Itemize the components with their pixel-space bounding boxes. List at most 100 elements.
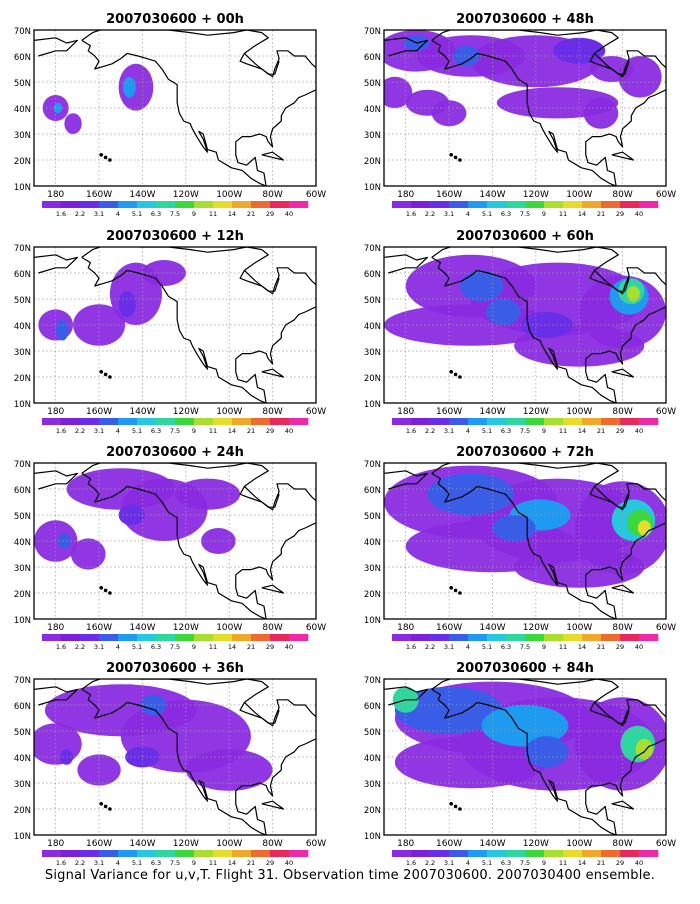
colorbar-segment xyxy=(468,850,488,857)
colorbar-label: 29 xyxy=(266,210,274,218)
colorbar-segment xyxy=(42,418,62,425)
lon-tick-label: 100W xyxy=(216,839,242,849)
colorbar-segment xyxy=(392,850,412,857)
coastline xyxy=(34,37,78,57)
variance-contour xyxy=(384,76,413,108)
colorbar-label: 11 xyxy=(559,427,567,435)
coastlines xyxy=(34,30,316,186)
gridlines xyxy=(384,247,666,403)
lat-tick-label: 60N xyxy=(14,270,31,280)
lon-tick-label: 100W xyxy=(566,190,592,200)
lon-tick-label: 180 xyxy=(397,407,414,417)
colorbar-label: 21 xyxy=(247,859,255,867)
colorbar-label: 5.1 xyxy=(132,210,142,218)
lon-tick-label: 100W xyxy=(566,839,592,849)
colorbar-segment xyxy=(582,850,602,857)
colorbar-segment xyxy=(137,634,157,641)
gridlines xyxy=(34,30,316,186)
colorbar-label: 14 xyxy=(228,427,236,435)
colorbar-segment xyxy=(213,201,233,208)
colorbar-label: 14 xyxy=(228,643,236,651)
colorbar-label: 7.5 xyxy=(520,643,530,651)
island xyxy=(108,591,112,595)
colorbar-segment xyxy=(99,201,119,208)
colorbar-segment xyxy=(563,418,583,425)
variance-contour xyxy=(122,76,136,98)
colorbar-segment xyxy=(601,418,621,425)
colorbar-label: 1.6 xyxy=(56,643,66,651)
colorbar-segment xyxy=(194,418,214,425)
lat-tick-label: 40N xyxy=(364,105,381,115)
colorbar-segment xyxy=(620,201,640,208)
coastline xyxy=(261,151,285,161)
map-frame xyxy=(33,462,317,620)
colorbar-segment xyxy=(213,634,233,641)
island xyxy=(108,375,112,379)
lon-tick-label: 60W xyxy=(306,407,326,417)
colorbar-label: 3.1 xyxy=(444,859,454,867)
variance-contour xyxy=(637,520,651,536)
colorbar-segment xyxy=(620,418,640,425)
colorbar-label: 3.1 xyxy=(444,643,454,651)
variance-contour xyxy=(618,56,662,98)
lat-tick-label: 60N xyxy=(14,702,31,712)
colorbar-label: 5.1 xyxy=(482,859,492,867)
colorbar-segment xyxy=(544,418,564,425)
colorbar-label: 21 xyxy=(597,643,605,651)
colorbar-segment xyxy=(80,201,100,208)
variance-contour xyxy=(626,286,640,302)
island xyxy=(453,588,458,593)
colorbar-label: 3.1 xyxy=(94,210,104,218)
variance-contour xyxy=(520,312,573,338)
lat-tick-label: 60N xyxy=(14,486,31,496)
lat-tick-label: 40N xyxy=(14,754,31,764)
lon-tick-label: 100W xyxy=(216,623,242,633)
colorbar-label: 40 xyxy=(635,427,643,435)
coastline xyxy=(244,701,280,724)
variance-contour xyxy=(485,299,521,325)
colorbar-segment xyxy=(175,850,195,857)
coastline xyxy=(261,584,285,594)
map-panel: 2007030600 + 48h 70N 60N 50N 40N 30N 20N 10N 180… xyxy=(364,12,676,218)
colorbar-segment xyxy=(156,201,176,208)
colorbar-segment xyxy=(99,418,119,425)
island xyxy=(458,807,462,811)
coastlines xyxy=(34,247,316,403)
coastline xyxy=(594,52,630,75)
colorbar-label: 2.2 xyxy=(425,210,435,218)
colorbar-label: 11 xyxy=(559,210,567,218)
lat-tick-label: 70N xyxy=(364,676,381,686)
colorbar-segment xyxy=(620,850,640,857)
lon-tick-label: 160W xyxy=(436,407,462,417)
island xyxy=(103,155,108,160)
variance-contour xyxy=(459,270,504,302)
colorbar-label: 9 xyxy=(192,210,196,218)
lon-tick-label: 140W xyxy=(129,623,155,633)
coastline xyxy=(81,30,316,186)
lon-tick-label: 100W xyxy=(216,190,242,200)
variance-contour xyxy=(583,97,619,129)
lon-tick-label: 180 xyxy=(397,623,414,633)
colorbar-segment xyxy=(99,634,119,641)
coastlines xyxy=(384,247,666,403)
colorbar-label: 9 xyxy=(192,643,196,651)
coastlines xyxy=(34,679,316,835)
island xyxy=(449,153,454,157)
lat-tick-label: 50N xyxy=(364,296,381,306)
variance-field xyxy=(42,63,154,134)
colorbar-segment xyxy=(449,201,469,208)
colorbar-label: 21 xyxy=(247,643,255,651)
colorbar-segment xyxy=(639,201,659,208)
colorbar-label: 4 xyxy=(466,859,470,867)
colorbar-segment xyxy=(487,201,507,208)
variance-contour xyxy=(77,754,121,786)
colorbar-label: 6.3 xyxy=(501,427,511,435)
lat-tick-label: 20N xyxy=(14,374,31,384)
variance-contour xyxy=(118,504,145,526)
colorbar-segment xyxy=(525,418,545,425)
panel-title: 2007030600 + 12h xyxy=(106,229,244,244)
island xyxy=(108,158,112,162)
lat-tick-label: 10N xyxy=(364,832,381,842)
colorbar-label: 3.1 xyxy=(444,427,454,435)
colorbar-label: 11 xyxy=(209,427,217,435)
